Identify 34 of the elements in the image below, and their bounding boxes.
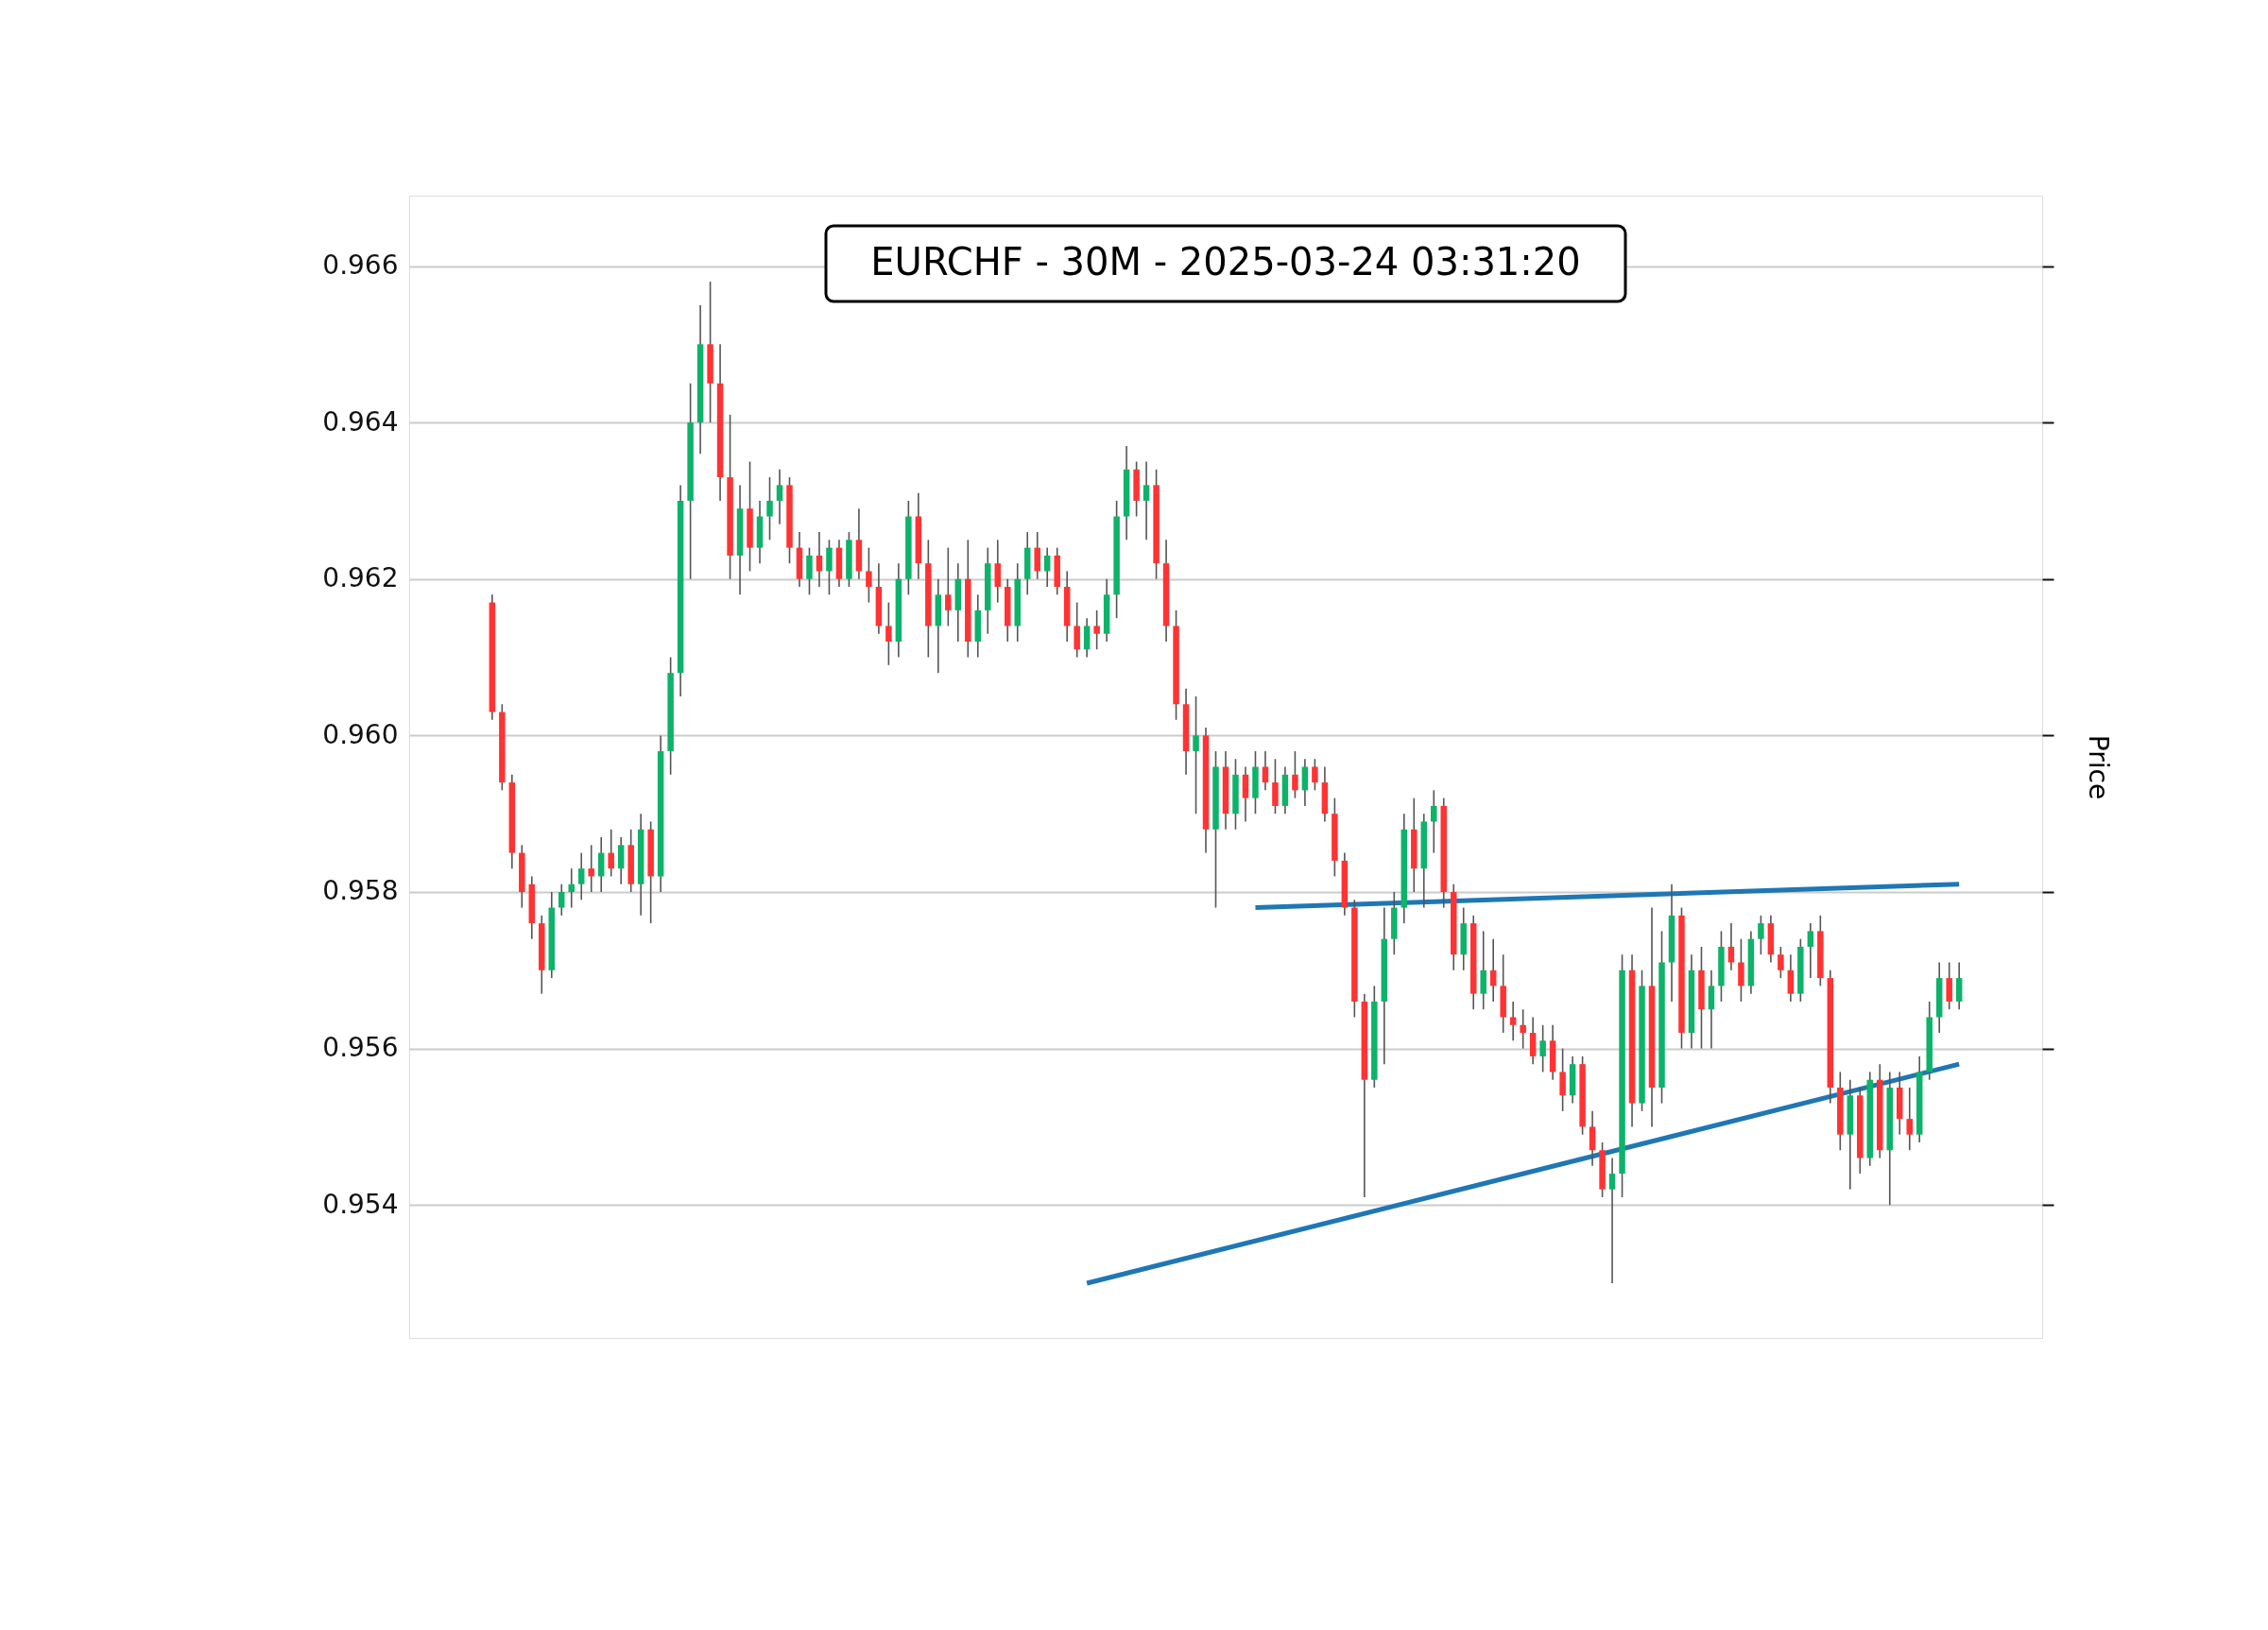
candlestick <box>1431 789 1437 854</box>
y-axis-title: Price <box>2082 734 2114 800</box>
y-tick-label: 0.960 <box>322 718 399 750</box>
candlestick <box>1193 695 1199 815</box>
candlestick <box>1758 915 1764 956</box>
candlestick <box>558 883 565 917</box>
candlestick <box>1727 922 1735 971</box>
candlestick <box>866 546 872 604</box>
candlestick <box>1312 758 1318 792</box>
y-tick-label: 0.956 <box>322 1032 399 1064</box>
candlestick <box>1778 946 1784 979</box>
candlestick <box>1143 460 1150 541</box>
candlestick <box>588 844 594 893</box>
candlestick <box>1509 1001 1517 1042</box>
candlestick <box>885 601 892 666</box>
candlestick <box>577 851 585 901</box>
candlestick <box>608 828 614 878</box>
y-tick-label: 0.958 <box>322 875 399 907</box>
candlestick <box>1520 1008 1526 1050</box>
candlestick <box>1539 1023 1546 1073</box>
candlestick <box>1292 750 1298 799</box>
candlestick <box>1608 1157 1616 1284</box>
candlestick <box>776 469 783 525</box>
y-tick-label: 0.962 <box>322 562 399 594</box>
candlestick <box>1906 1087 1913 1152</box>
candlestick <box>945 546 952 627</box>
y-tick-label: 0.966 <box>322 249 399 282</box>
y-tick-label: 0.964 <box>322 405 399 438</box>
text: EURCHF - 30M - 2025-03-24 03:31:20 <box>870 240 1581 283</box>
candlestick <box>1807 922 1814 979</box>
y-tick-label: 0.954 <box>322 1188 399 1220</box>
candlestick <box>568 867 575 909</box>
candlestick <box>766 476 773 541</box>
candlestick <box>1093 609 1100 651</box>
